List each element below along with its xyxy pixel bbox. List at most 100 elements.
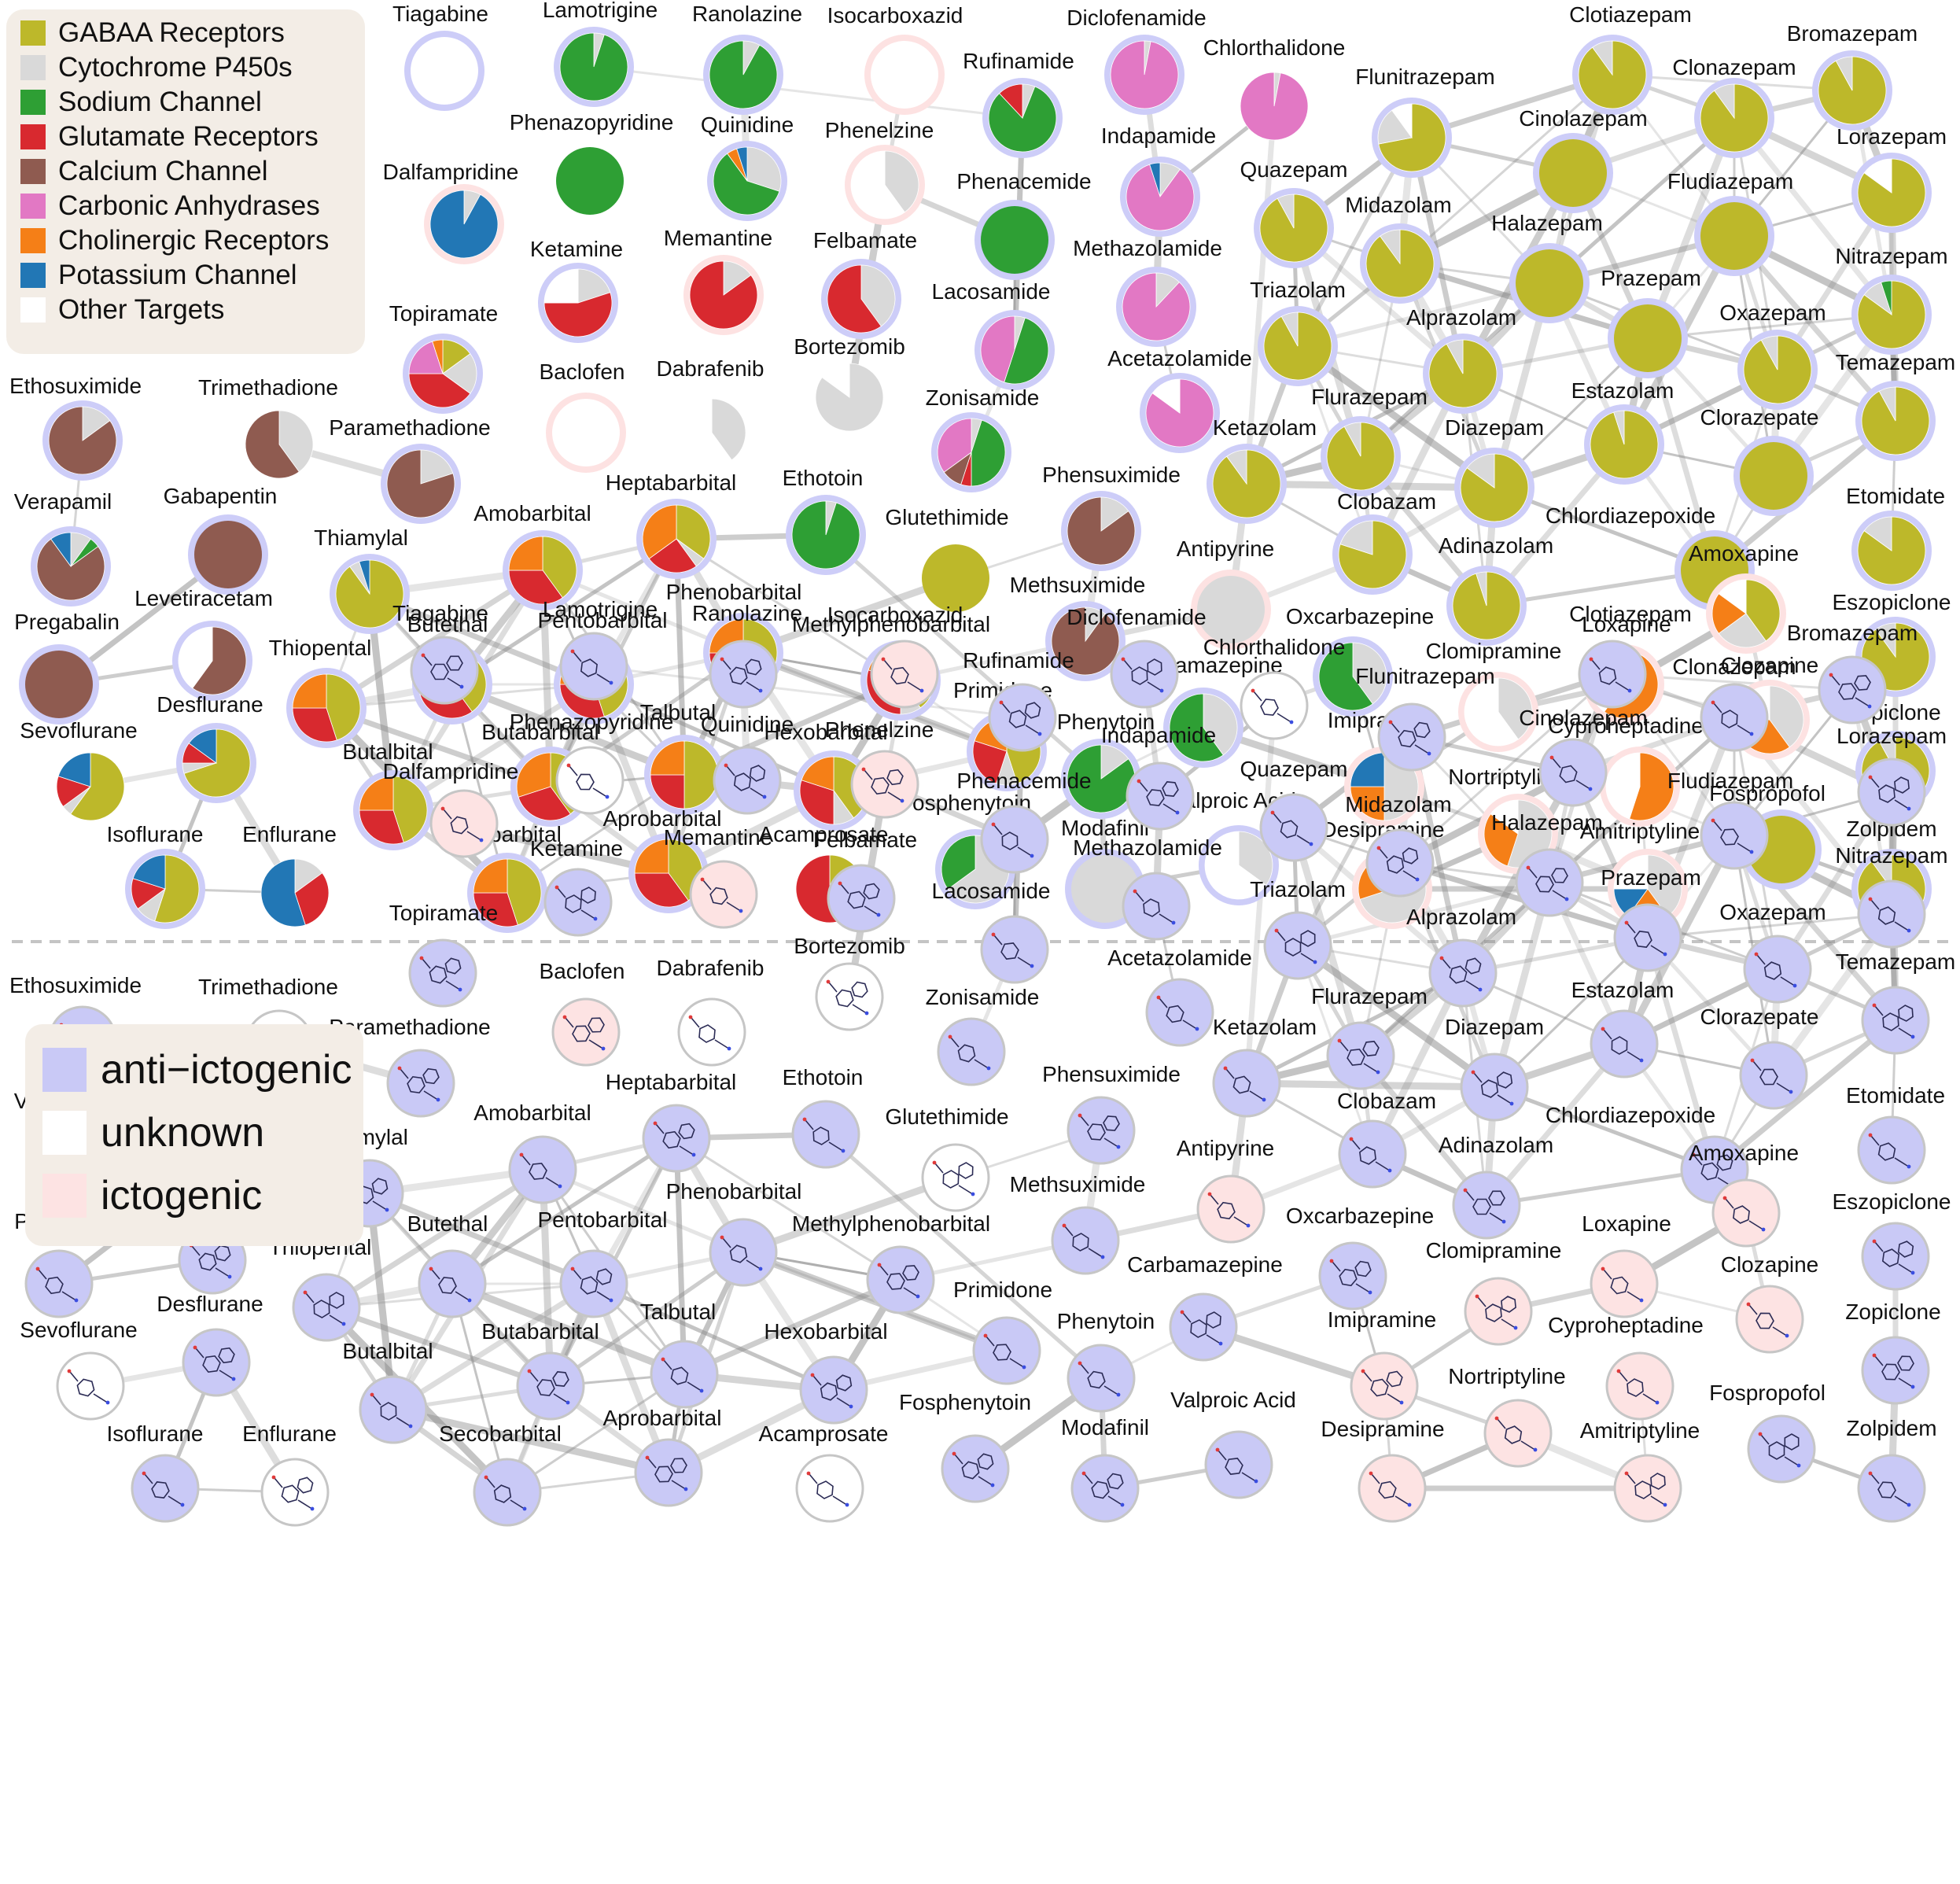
structure-node-cyproheptadine[interactable]: Cyproheptadine <box>1548 1313 1704 1421</box>
pie-node-sevoflurane[interactable]: Sevoflurane <box>20 718 138 821</box>
structure-node-etomidate[interactable]: Etomidate <box>1846 1083 1945 1185</box>
structure-node-imipramine[interactable]: Imipramine <box>1328 1307 1436 1421</box>
structure-node-clotiazepam[interactable]: Clotiazepam <box>1569 602 1692 709</box>
structure-node-isocarboxazid[interactable]: Isocarboxazid <box>827 603 963 709</box>
structure-node-hexobarbital[interactable]: Hexobarbital <box>764 1319 888 1425</box>
structure-node-clonazepam[interactable]: Clonazepam <box>1672 654 1796 752</box>
structure-node-clobazam[interactable]: Clobazam <box>1337 1089 1436 1189</box>
pie-node-oxcarbazepine[interactable]: Oxcarbazepine <box>1286 604 1434 717</box>
pie-node-lorazepam[interactable]: Lorazepam <box>1837 124 1947 233</box>
structure-node-quazepam[interactable]: Quazepam <box>1240 757 1348 862</box>
pie-node-heptabarbital[interactable]: Heptabarbital <box>606 470 737 579</box>
pie-node-ranolazine[interactable]: Ranolazine <box>692 2 802 115</box>
pie-node-rufinamide[interactable]: Rufinamide <box>963 49 1074 158</box>
pie-node-verapamil[interactable]: Verapamil <box>14 489 112 606</box>
pie-node-clonazepam[interactable]: Clonazepam <box>1672 55 1796 158</box>
structure-node-enflurane[interactable]: Enflurane <box>242 1421 337 1527</box>
structure-node-rufinamide[interactable]: Rufinamide <box>963 648 1074 752</box>
pie-node-methsuximide[interactable]: Methsuximide <box>1010 573 1146 681</box>
structure-node-butethal[interactable]: Butethal <box>407 1211 488 1318</box>
pie-node-paramethadione[interactable]: Paramethadione <box>329 415 491 524</box>
pie-node-ketazolam[interactable]: Ketazolam <box>1207 415 1317 524</box>
structure-node-antipyrine[interactable]: Antipyrine <box>1177 1136 1275 1244</box>
structure-node-talbutal[interactable]: Talbutal <box>640 1300 719 1409</box>
pie-node-isocarboxazid[interactable]: Isocarboxazid <box>827 3 963 115</box>
structure-node-dabrafenib[interactable]: Dabrafenib <box>657 956 764 1067</box>
pie-node-zonisamide[interactable]: Zonisamide <box>926 385 1040 492</box>
structure-node-oxazepam[interactable]: Oxazepam <box>1719 900 1826 1004</box>
structure-node-flurazepam[interactable]: Flurazepam <box>1311 984 1428 1090</box>
structure-node-flunitrazepam[interactable]: Flunitrazepam <box>1355 664 1495 772</box>
structure-node-phenobarbital[interactable]: Phenobarbital <box>666 1179 802 1287</box>
pie-node-tiagabine[interactable]: Tiagabine <box>392 2 488 111</box>
pie-node-memantine[interactable]: Memantine <box>664 226 773 335</box>
structure-node-butabarbital[interactable]: Butabarbital <box>481 1319 599 1421</box>
pie-node-levetiracetam[interactable]: Levetiracetam <box>134 586 273 701</box>
pie-node-diazepam[interactable]: Diazepam <box>1445 415 1544 528</box>
structure-node-secobarbital[interactable]: Secobarbital <box>439 1421 562 1527</box>
pie-node-thiopental[interactable]: Thiopental <box>269 636 372 748</box>
pie-node-diclofenamide[interactable]: Diclofenamide <box>1067 6 1207 115</box>
pie-node-adinazolam[interactable]: Adinazolam <box>1439 533 1553 646</box>
structure-node-tiagabine[interactable]: Tiagabine <box>392 601 488 705</box>
pie-node-felbamate[interactable]: Felbamate <box>813 228 917 339</box>
structure-node-ketazolam[interactable]: Ketazolam <box>1212 1015 1317 1118</box>
pie-node-methazolamide[interactable]: Methazolamide <box>1073 236 1222 347</box>
pie-node-quinidine[interactable]: Quinidine <box>701 112 794 221</box>
pie-node-dabrafenib[interactable]: Dabrafenib <box>657 356 764 467</box>
structure-node-clorazepate[interactable]: Clorazepate <box>1700 1005 1819 1110</box>
structure-node-ranolazine[interactable]: Ranolazine <box>692 601 802 709</box>
structure-node-isoflurane[interactable]: Isoflurane <box>107 1421 204 1523</box>
structure-node-eszopiclone[interactable]: Eszopiclone <box>1833 1189 1951 1291</box>
structure-node-ketamine[interactable]: Ketamine <box>530 836 623 937</box>
structure-node-temazepam[interactable]: Temazepam <box>1836 949 1956 1055</box>
structure-node-methazolamide[interactable]: Methazolamide <box>1073 835 1222 941</box>
pie-node-clobazam[interactable]: Clobazam <box>1332 489 1436 595</box>
structure-node-estazolam[interactable]: Estazolam <box>1571 978 1674 1078</box>
pie-node-phenelzine[interactable]: Phenelzine <box>825 118 934 225</box>
structure-node-acetazolamide[interactable]: Acetazolamide <box>1107 946 1252 1047</box>
pie-node-amitriptyline[interactable]: Amitriptyline <box>1580 819 1700 929</box>
structure-node-bortezomib[interactable]: Bortezomib <box>794 934 905 1031</box>
structure-node-phenytoin[interactable]: Phenytoin <box>1057 1309 1155 1413</box>
pie-node-ethosuximide[interactable]: Ethosuximide <box>9 374 142 481</box>
structure-node-diclofenamide[interactable]: Diclofenamide <box>1067 605 1207 709</box>
structure-node-aprobarbital[interactable]: Aprobarbital <box>603 1406 722 1507</box>
pie-node-valproic-acid[interactable]: Valproic Acid <box>1170 788 1296 905</box>
structure-node-lorazepam[interactable]: Lorazepam <box>1837 724 1947 827</box>
pie-node-fludiazepam[interactable]: Fludiazepam <box>1667 169 1793 276</box>
pie-node-eszopiclone[interactable]: Eszopiclone <box>1833 590 1951 697</box>
structure-node-cinolazepam[interactable]: Cinolazepam <box>1519 706 1648 807</box>
pie-node-thiamylal[interactable]: Thiamylal <box>314 525 410 634</box>
pie-node-antipyrine[interactable]: Antipyrine <box>1177 536 1275 650</box>
structure-node-amitriptyline[interactable]: Amitriptyline <box>1580 1418 1700 1523</box>
structure-node-heptabarbital[interactable]: Heptabarbital <box>606 1070 737 1173</box>
pie-node-flurazepam[interactable]: Flurazepam <box>1311 385 1428 496</box>
structure-node-phenacemide[interactable]: Phenacemide <box>956 769 1092 874</box>
structure-node-ethotoin[interactable]: Ethotoin <box>783 1065 864 1169</box>
structure-node-loxapine[interactable]: Loxapine <box>1582 1211 1671 1318</box>
structure-node-desipramine[interactable]: Desipramine <box>1321 1417 1445 1523</box>
pie-node-lacosamide[interactable]: Lacosamide <box>932 279 1055 390</box>
pie-node-gabapentin[interactable]: Gabapentin <box>164 484 278 595</box>
structure-node-phensuximide[interactable]: Phensuximide <box>1042 1062 1181 1165</box>
pie-node-ketamine[interactable]: Ketamine <box>530 237 623 343</box>
pie-node-halazepam[interactable]: Halazepam <box>1491 211 1603 323</box>
pie-node-triazolam[interactable]: Triazolam <box>1250 278 1346 386</box>
pie-node-glutethimide[interactable]: Glutethimide <box>885 505 1009 612</box>
structure-node-fludiazepam[interactable]: Fludiazepam <box>1667 769 1793 870</box>
pie-node-talbutal[interactable]: Talbutal <box>640 700 724 815</box>
structure-node-midazolam[interactable]: Midazolam <box>1345 792 1452 898</box>
pie-node-ethotoin[interactable]: Ethotoin <box>783 466 866 575</box>
pie-node-amobarbital[interactable]: Amobarbital <box>473 501 591 610</box>
structure-node-acamprosate[interactable]: Acamprosate <box>759 1421 889 1523</box>
structure-node-zolpidem[interactable]: Zolpidem <box>1846 1416 1937 1523</box>
structure-node-fospropofol[interactable]: Fospropofol <box>1709 1381 1826 1484</box>
structure-node-dalfampridine[interactable]: Dalfampridine <box>383 759 519 858</box>
pie-node-temazepam[interactable]: Temazepam <box>1836 350 1956 461</box>
structure-node-butalbital[interactable]: Butalbital <box>342 1339 433 1444</box>
structure-node-sevoflurane[interactable]: Sevoflurane <box>20 1318 138 1421</box>
pie-node-chlorthalidone[interactable]: Chlorthalidone <box>1203 35 1346 141</box>
structure-node-zopiclone[interactable]: Zopiclone <box>1845 1300 1941 1405</box>
pie-node-topiramate[interactable]: Topiramate <box>389 301 499 414</box>
